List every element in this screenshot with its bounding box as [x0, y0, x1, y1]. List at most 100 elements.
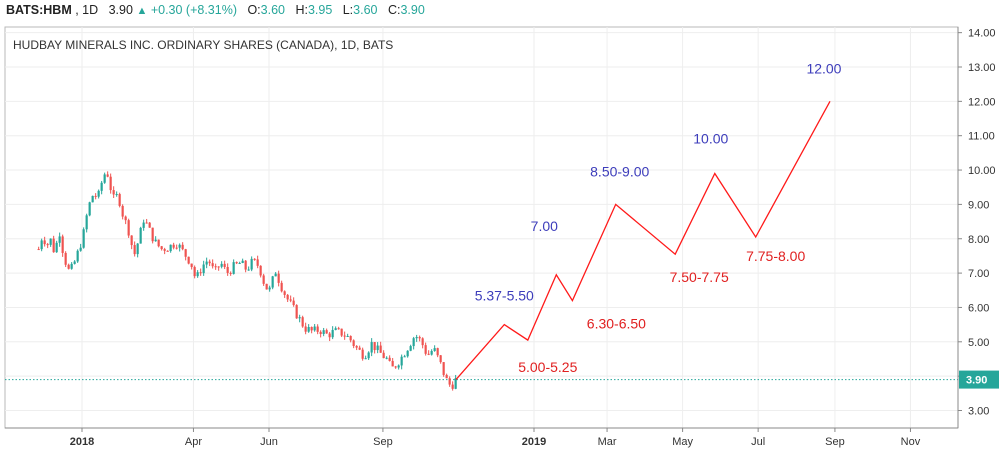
candle-body: [145, 222, 148, 224]
symbol-name[interactable]: BATS:HBM: [6, 3, 72, 17]
candle-body: [157, 239, 160, 247]
projection-label: 7.75-8.00: [746, 248, 805, 264]
projection-line: [455, 100, 831, 381]
candle-body: [178, 244, 181, 248]
projection-label: 12.00: [806, 60, 841, 76]
candle-body: [136, 243, 139, 255]
candle-body: [325, 330, 328, 334]
close-value: 3.90: [400, 3, 425, 17]
candle-body: [343, 335, 346, 337]
candle-body: [394, 366, 397, 368]
candle-body: [244, 260, 247, 270]
candle-body: [451, 384, 454, 389]
candle-body: [283, 291, 286, 295]
candle-body: [85, 215, 88, 230]
candle-body: [169, 244, 172, 252]
candle-body: [163, 249, 166, 251]
candle-body: [181, 244, 184, 250]
candle-body: [229, 272, 232, 274]
candle-body: [112, 190, 115, 195]
candle-body: [391, 360, 394, 367]
candle-body: [406, 350, 409, 357]
candle-body: [97, 190, 100, 197]
candle-body: [313, 326, 316, 331]
candle-body: [310, 327, 313, 331]
y-tick-label: 8.00: [968, 234, 989, 246]
candle-body: [253, 258, 256, 260]
candle-body: [70, 263, 73, 269]
x-tick-label: Nov: [901, 436, 921, 448]
projection-label: 6.30-6.50: [587, 316, 646, 332]
symbol-header: BATS:HBM , 1D 3.90 ▲ +0.30 (+8.31%) O:3.…: [6, 3, 425, 17]
candle-body: [187, 256, 190, 264]
candle-body: [262, 275, 265, 284]
candle-body: [46, 244, 49, 246]
candle-body: [220, 263, 223, 267]
chart-title: HUDBAY MINERALS INC. ORDINARY SHARES (CA…: [13, 38, 394, 52]
y-tick-label: 14.00: [968, 28, 996, 40]
candle-body: [103, 174, 106, 183]
candle-body: [442, 362, 445, 375]
candle-body: [289, 299, 292, 301]
y-tick-label: 3.00: [968, 406, 989, 418]
candle-body: [397, 365, 400, 368]
last-price: 3.90: [108, 3, 133, 17]
x-tick-label: Jul: [751, 436, 765, 448]
interval[interactable]: 1D: [82, 3, 99, 17]
candle-body: [190, 263, 193, 268]
candle-body: [49, 238, 52, 245]
candle-body: [151, 227, 154, 242]
candle-body: [388, 357, 391, 361]
projection-label: 10.00: [693, 130, 728, 146]
x-tick-label: 2018: [70, 436, 94, 448]
candle-body: [412, 338, 415, 347]
candle-body: [379, 345, 382, 353]
candle-body: [331, 329, 334, 338]
candle-body: [307, 327, 310, 332]
candle-body: [250, 258, 253, 270]
candle-body: [166, 250, 169, 252]
high-value: 3.95: [307, 3, 333, 17]
y-tick-label: 10.00: [968, 165, 996, 177]
candle-body: [154, 239, 157, 242]
plot-frame: [4, 26, 959, 429]
candle-body: [328, 333, 331, 338]
candle-body: [142, 222, 145, 228]
candle-body: [133, 245, 136, 255]
candle-body: [376, 345, 379, 351]
x-tick-label: Mar: [598, 436, 617, 448]
candle-body: [118, 194, 121, 206]
candle-body: [52, 238, 55, 253]
candle-body: [337, 328, 340, 330]
candle-body: [409, 346, 412, 351]
candle-body: [418, 337, 421, 339]
candle-body: [196, 272, 199, 277]
candle-body: [217, 266, 220, 268]
triangle-up-icon: ▲: [136, 5, 148, 17]
candle-body: [88, 202, 91, 216]
last-price-badge: [959, 370, 999, 389]
candle-body: [277, 273, 280, 283]
candle-body: [301, 317, 304, 327]
candle-body: [202, 264, 205, 274]
candle-body: [106, 174, 109, 177]
x-tick-label: May: [672, 436, 693, 448]
price-change: +0.30 (+8.31%): [150, 3, 237, 17]
candle-body: [340, 328, 343, 336]
close-label: C:: [387, 3, 401, 17]
y-tick-label: 9.00: [968, 199, 989, 211]
candle-body: [172, 244, 175, 248]
candle-body: [148, 222, 151, 228]
high-label: H:: [295, 3, 308, 17]
open-label: O:: [247, 3, 261, 17]
y-tick-label: 7.00: [968, 268, 989, 280]
candle-body: [127, 220, 130, 236]
candle-body: [319, 331, 322, 335]
candle-body: [298, 317, 301, 319]
candle-body: [40, 240, 43, 250]
candle-body: [67, 264, 70, 269]
candle-body: [184, 249, 187, 257]
candle-body: [271, 276, 274, 288]
